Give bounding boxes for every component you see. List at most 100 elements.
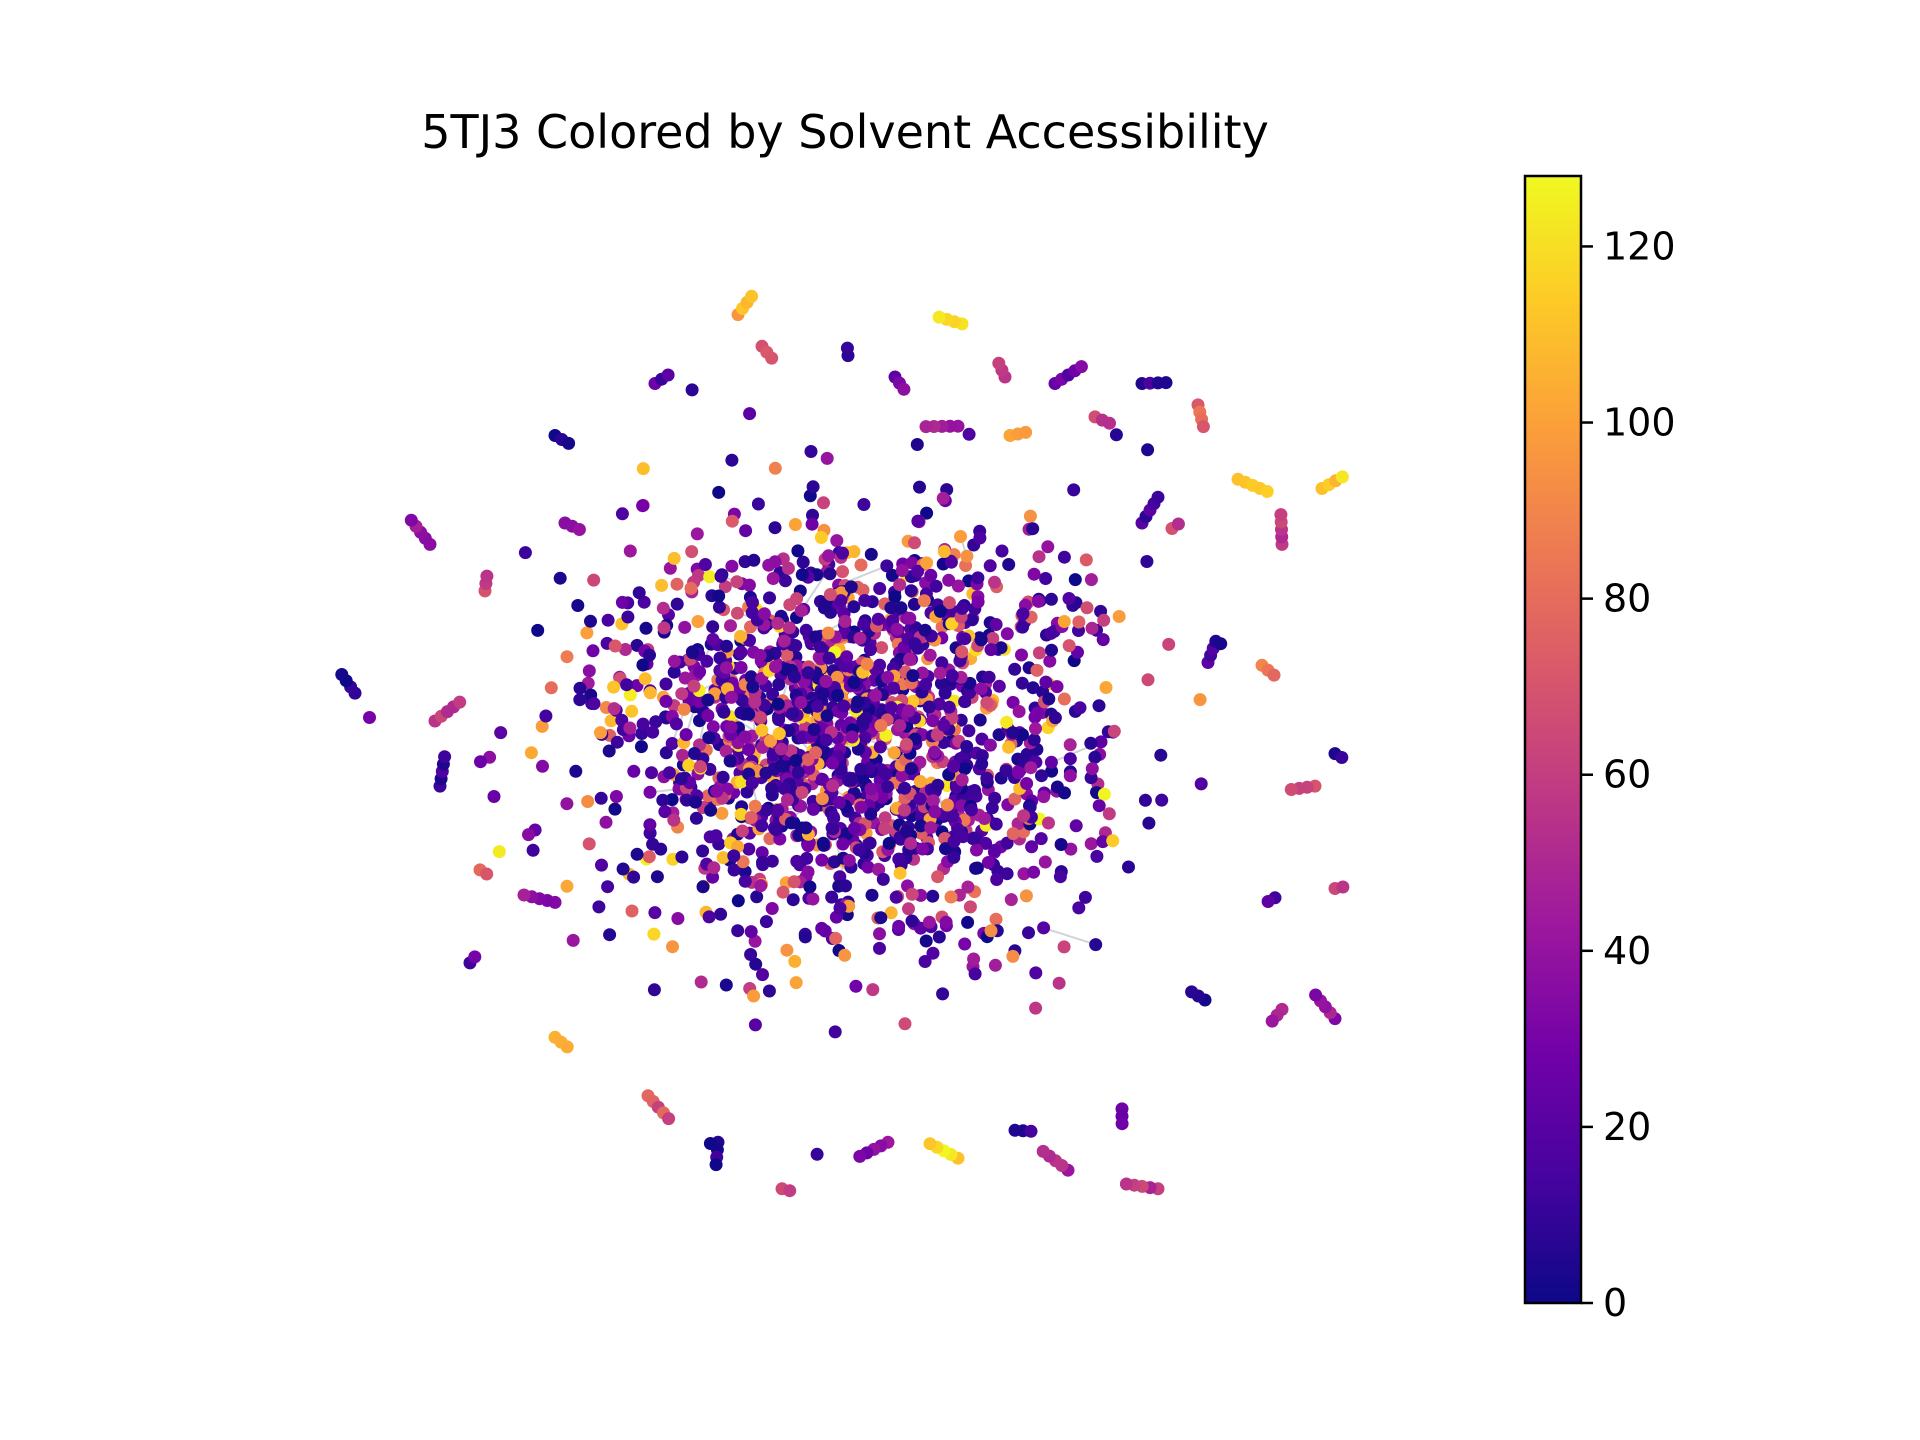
scatter-point: [1034, 832, 1048, 846]
scatter-point: [744, 670, 758, 684]
scatter-point: [584, 614, 597, 628]
scatter-point: [937, 718, 951, 732]
scatter-point: [735, 693, 749, 707]
scatter-point: [739, 524, 753, 538]
scatter-point: [933, 604, 947, 618]
scatter-point: [836, 546, 849, 560]
scatter-point: [962, 427, 976, 441]
scatter-point: [922, 915, 936, 929]
scatter-point: [845, 730, 859, 744]
scatter-point: [947, 834, 961, 848]
scatter-point: [913, 480, 926, 494]
scatter-point: [822, 651, 836, 665]
scatter-point: [712, 485, 726, 499]
scatter-point: [659, 677, 673, 691]
scatter-point: [638, 672, 652, 686]
scatter-point: [988, 958, 1002, 972]
scatter-point: [1006, 949, 1020, 963]
scatter-point: [847, 545, 861, 559]
scatter-point: [940, 798, 954, 812]
scatter-point: [1067, 483, 1081, 497]
colorbar-tick-label: 0: [1603, 1281, 1627, 1325]
scatter-point: [876, 872, 890, 886]
scatter-point: [522, 828, 535, 842]
scatter-point: [718, 580, 732, 594]
scatter-point: [1074, 360, 1088, 374]
scatter-point: [639, 621, 653, 635]
scatter-point: [492, 845, 506, 859]
scatter-point: [995, 544, 1009, 558]
scatter-point: [893, 719, 907, 733]
scatter-point: [772, 727, 786, 741]
scatter-point: [887, 746, 901, 760]
scatter-point: [924, 568, 938, 582]
scatter-point: [882, 836, 896, 850]
scatter-point: [719, 978, 733, 992]
scatter-point: [847, 600, 861, 614]
scatter-point: [825, 890, 839, 904]
scatter-point: [1063, 752, 1077, 766]
scatter-point: [918, 955, 932, 968]
scatter-point: [819, 674, 833, 688]
scatter-point: [742, 707, 756, 721]
scatter-point: [777, 634, 791, 648]
scatter-point: [800, 851, 814, 865]
scatter-point: [734, 661, 748, 674]
scatter-point: [1107, 724, 1121, 738]
scatter-point: [701, 693, 715, 707]
scatter-point: [980, 771, 994, 785]
scatter-point: [854, 558, 868, 572]
scatter-point: [404, 513, 418, 527]
scatter-point: [783, 1184, 797, 1198]
scatter-point: [1103, 416, 1116, 430]
scatter-point: [790, 854, 804, 868]
scatter-point: [663, 561, 677, 575]
scatter-point: [920, 556, 934, 570]
scatter-point: [913, 792, 927, 806]
scatter-point: [1062, 639, 1076, 653]
scatter-point: [636, 499, 650, 513]
scatter-point: [1099, 681, 1113, 694]
scatter-point: [582, 664, 596, 678]
scatter-point: [1029, 722, 1042, 736]
scatter-point: [468, 950, 482, 964]
scatter-point: [657, 621, 671, 635]
scatter-point: [1022, 926, 1035, 940]
scatter-point: [851, 695, 865, 709]
colorbar-ticks: 0 20 40 60 80 100 120: [1581, 224, 1676, 1325]
scatter-point: [854, 800, 868, 814]
scatter-point: [970, 843, 983, 857]
scatter-point: [1080, 601, 1094, 615]
scatter-point: [1335, 751, 1349, 764]
scatter-point: [1029, 1001, 1043, 1015]
scatter-point: [973, 713, 987, 727]
scatter-point: [725, 559, 739, 573]
scatter-point: [592, 900, 606, 914]
scatter-point: [795, 568, 809, 582]
scatter-point: [1142, 816, 1156, 830]
scatter-point: [632, 586, 646, 600]
scatter-point: [615, 595, 629, 609]
scatter-point: [788, 954, 802, 968]
scatter-point: [1072, 901, 1086, 915]
scatter-point: [789, 754, 803, 768]
scatter-point: [926, 794, 940, 808]
scatter-point: [904, 762, 918, 776]
scatter-point: [801, 839, 815, 853]
scatter-point: [963, 686, 977, 700]
scatter-point: [951, 822, 965, 836]
scatter-point: [1008, 792, 1022, 806]
scatter-point: [838, 948, 852, 962]
scatter-point: [713, 651, 727, 665]
scatter-point: [703, 1137, 717, 1150]
scatter-point: [983, 559, 997, 573]
scatter-point: [791, 765, 805, 779]
scatter-point: [1027, 733, 1041, 747]
scatter-point: [947, 850, 961, 864]
scatter-point: [662, 1112, 676, 1126]
scatter-point: [1029, 966, 1043, 980]
scatter-point: [719, 661, 733, 675]
scatter-point: [587, 697, 601, 711]
scatter-point: [815, 792, 829, 806]
scatter-point: [731, 894, 745, 908]
